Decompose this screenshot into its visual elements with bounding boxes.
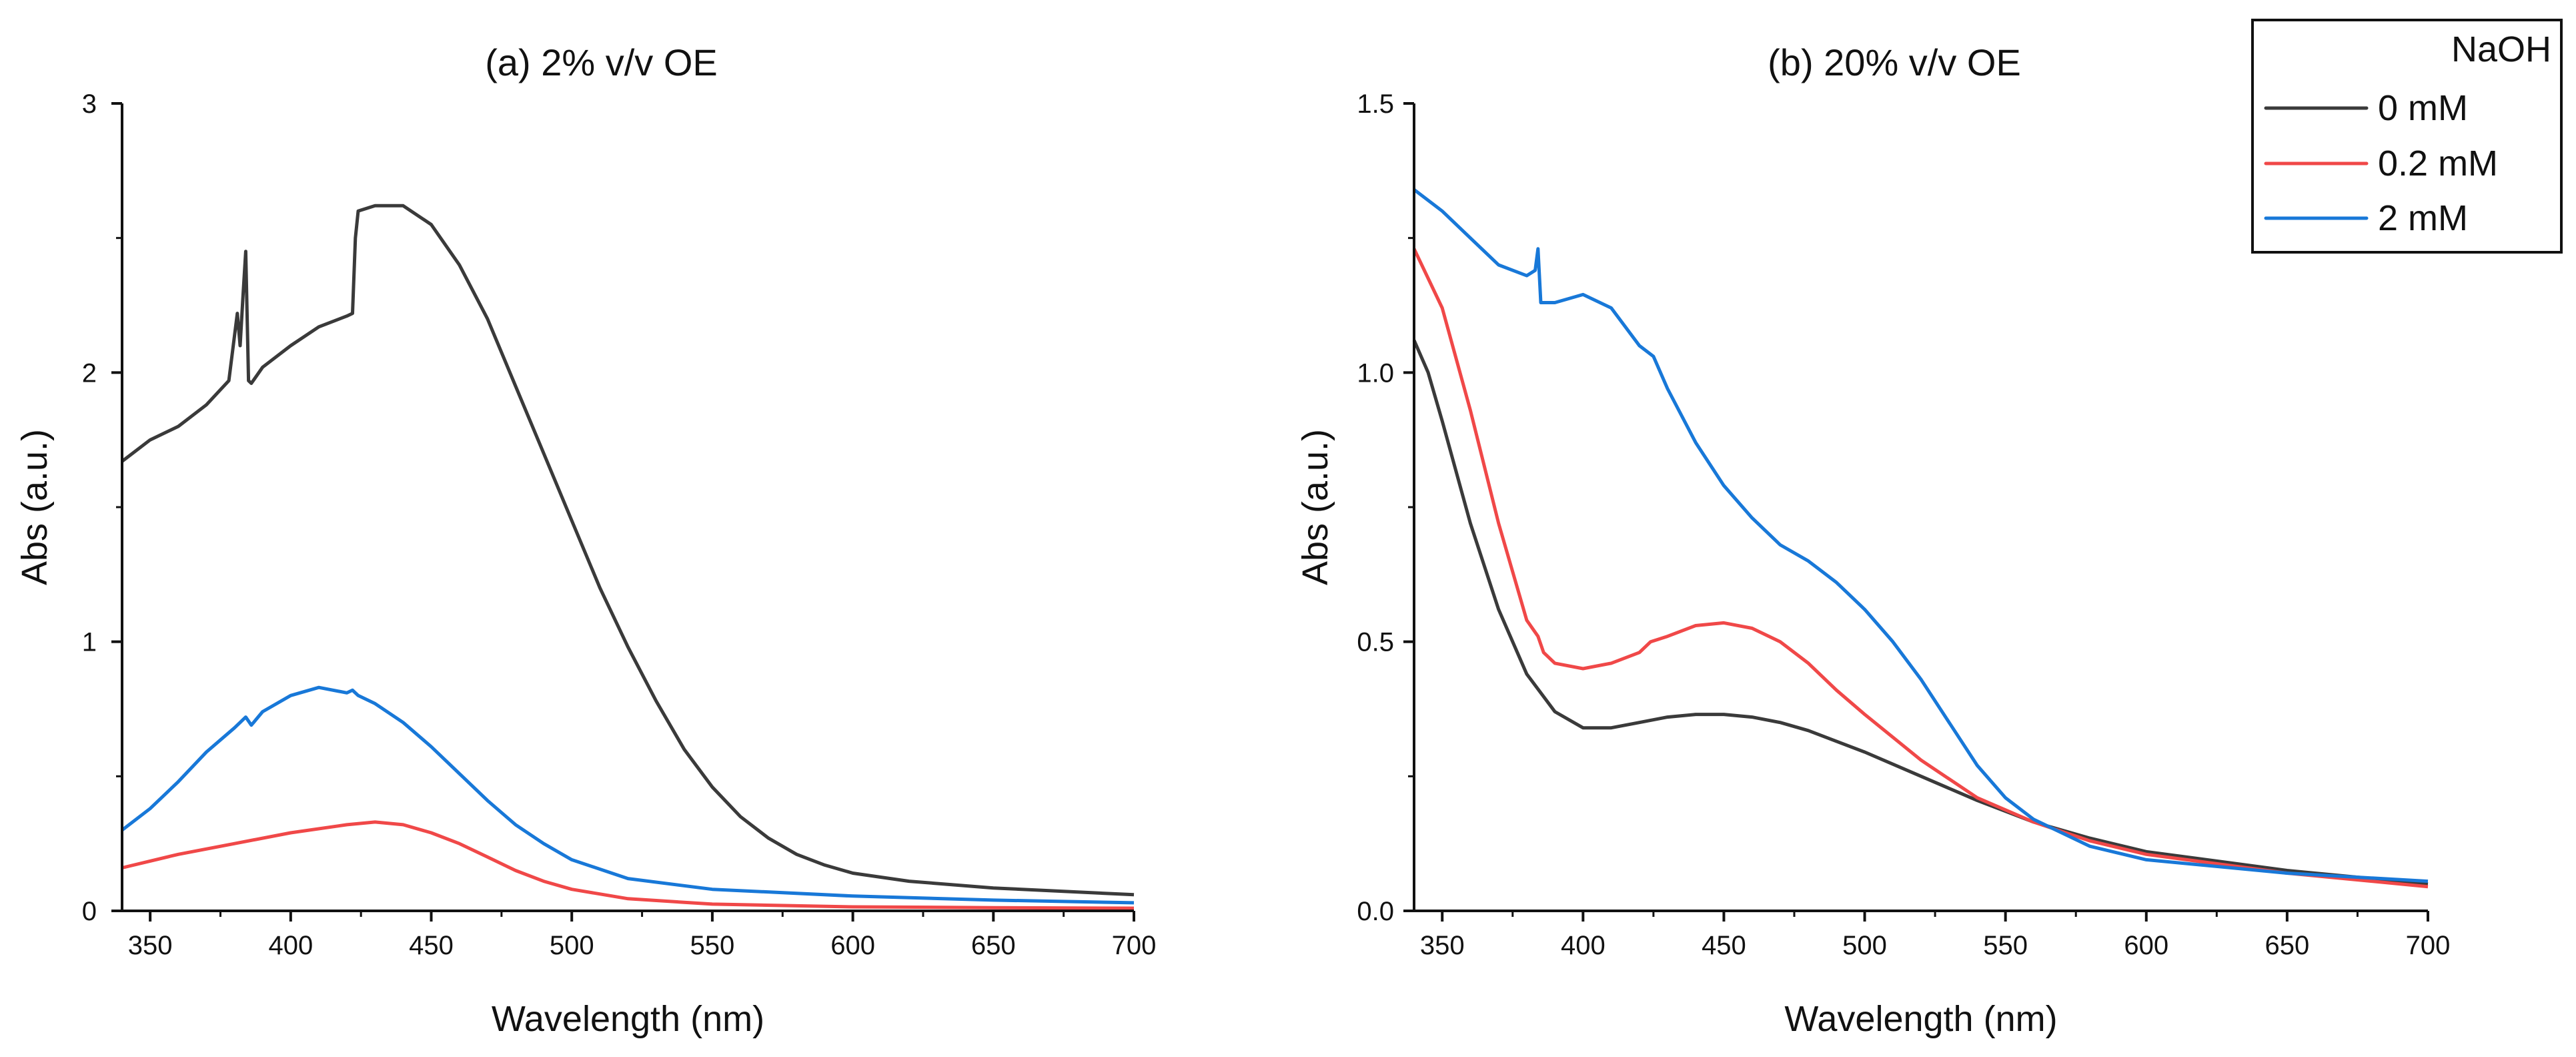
panel-b-chart: 350 400 450 500 550 600 650 700 0.0 0.5 1.0 1.5 (b) … [1295,41,2450,1039]
legend-label-0mm: 0 mM [2378,88,2468,128]
panel-b-y-tick-label-1-0: 1.0 [1357,358,1394,388]
legend-frame [2251,19,2563,254]
panel-b-x-tick-label-350: 350 [1420,931,1465,960]
panel-b-x-tick-label-550: 550 [1983,931,2028,960]
panel-a-y-tick-label-3: 3 [82,89,97,119]
panel-a-x-tick-label-600: 600 [830,931,875,960]
panel-a-y-axis-label: Abs (a.u.) [15,429,55,585]
panel-a-y-tick-label-0: 0 [82,897,97,926]
legend-label-2mm: 2 mM [2378,198,2468,238]
panel-b-x-axis-label: Wavelength (nm) [1784,999,2057,1039]
panel-a-x-tick-label-550: 550 [690,931,735,960]
panel-b-x-tick-label-600: 600 [2124,931,2168,960]
panel-a-x-tick-label-350: 350 [128,931,173,960]
panel-b-y-tick-label-0-5: 0.5 [1357,628,1394,657]
panel-b-y-tick-label-0-0: 0.0 [1357,897,1394,926]
panel-b-x-tick-label-650: 650 [2265,931,2310,960]
panel-b-y-axis-label: Abs (a.u.) [1295,429,1335,585]
panel-a-series-0-mm [121,204,1135,897]
panel-b-x-tick-label-700: 700 [2406,931,2451,960]
legend-label-0-2mm: 0.2 mM [2378,143,2498,184]
panel-b-y-tick-label-1-5: 1.5 [1357,89,1394,119]
panel-b-series-2-mm [1413,188,2429,884]
panel-a-x-tick-label-400: 400 [268,931,313,960]
panel-b-title: (b) 20% v/v OE [1768,41,2021,83]
panel-a-y-tick-label-1: 1 [82,628,97,657]
panel-a-title: (a) 2% v/v OE [485,41,718,83]
legend: NaOH 0 mM 0.2 mM 2 mM [2251,19,2563,254]
panel-a-series-0-2-mm [121,820,1135,910]
panel-a-x-tick-label-450: 450 [409,931,454,960]
panel-a-chart: 350 400 450 500 550 600 650 700 0 1 2 3 (a) 2% v/v O… [15,41,1156,1039]
panel-a-series-2-mm [121,685,1135,905]
panel-a-y-tick-label-2: 2 [82,358,97,388]
legend-title: NaOH [2451,29,2551,69]
panel-b-x-tick-label-500: 500 [1842,931,1887,960]
panel-a-x-tick-label-700: 700 [1112,931,1157,960]
panel-b-series-0-2-mm [1412,248,2429,889]
panel-a-x-tick-label-650: 650 [971,931,1016,960]
panel-a-x-tick-label-500: 500 [550,931,594,960]
panel-b-x-tick-label-400: 400 [1561,931,1605,960]
panel-a-x-axis-label: Wavelength (nm) [492,999,764,1039]
panel-b-x-tick-label-450: 450 [1702,931,1746,960]
panel-b-series-0-mm [1412,339,2429,886]
